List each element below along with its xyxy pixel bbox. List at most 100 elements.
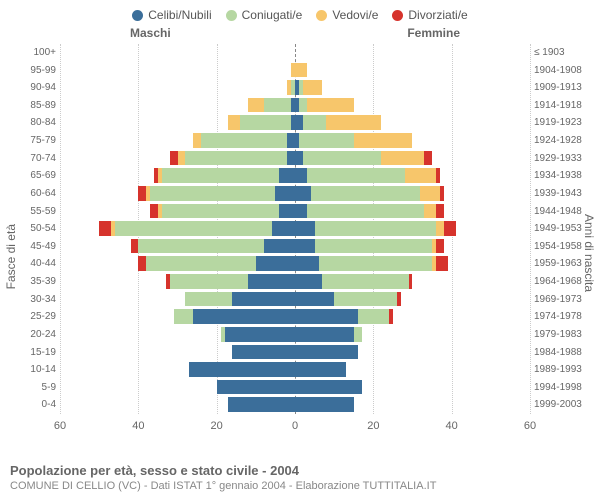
bar-segment (248, 274, 295, 289)
bar-segment (146, 256, 256, 271)
bar-male (150, 204, 295, 219)
age-label: 20-24 (20, 326, 56, 344)
chart-area: Fasce di età Anni di nascita 60402002040… (0, 44, 600, 444)
age-row: 70-741929-1933 (60, 150, 530, 168)
bar-male (170, 151, 295, 166)
bar-segment (295, 239, 315, 254)
bar-female (295, 186, 444, 201)
bar-segment (201, 133, 287, 148)
bar-segment (303, 80, 323, 95)
legend: Celibi/NubiliConiugati/eVedovi/eDivorzia… (0, 0, 600, 26)
birth-label: 1979-1983 (534, 326, 592, 344)
bar-segment (295, 168, 307, 183)
bar-female (295, 63, 307, 78)
bar-segment (225, 327, 296, 342)
bar-female (295, 204, 444, 219)
age-label: 50-54 (20, 220, 56, 238)
bar-female (295, 80, 322, 95)
age-label: 40-44 (20, 255, 56, 273)
footer-sub: COMUNE DI CELLIO (VC) - Dati ISTAT 1° ge… (10, 480, 436, 492)
bar-segment (409, 274, 413, 289)
age-row: 80-841919-1923 (60, 114, 530, 132)
bar-segment (162, 168, 280, 183)
bar-segment (240, 115, 291, 130)
bar-segment (217, 380, 295, 395)
bar-segment (228, 115, 240, 130)
bar-segment (436, 256, 448, 271)
age-label: 10-14 (20, 361, 56, 379)
age-row: 60-641939-1943 (60, 185, 530, 203)
age-label: 95-99 (20, 62, 56, 80)
bar-male (228, 397, 295, 412)
birth-label: 1999-2003 (534, 396, 592, 414)
bar-segment (193, 133, 201, 148)
birth-label: 1969-1973 (534, 291, 592, 309)
birth-label: 1939-1943 (534, 185, 592, 203)
bar-segment (138, 239, 263, 254)
bar-male (232, 345, 295, 360)
age-row: 10-141989-1993 (60, 361, 530, 379)
age-row: 50-541949-1953 (60, 220, 530, 238)
bar-segment (307, 204, 425, 219)
age-label: 35-39 (20, 273, 56, 291)
legend-item: Divorziati/e (392, 8, 467, 22)
bar-male (228, 115, 295, 130)
bar-segment (322, 274, 408, 289)
bar-female (295, 362, 346, 377)
bar-segment (275, 186, 295, 201)
bar-segment (303, 151, 381, 166)
bar-female (295, 133, 412, 148)
x-tick-label: 20 (367, 420, 379, 432)
bar-female (295, 239, 444, 254)
bar-segment (436, 168, 440, 183)
age-row: 20-241979-1983 (60, 326, 530, 344)
birth-label: 1909-1913 (534, 79, 592, 97)
age-label: 45-49 (20, 238, 56, 256)
birth-label: 1954-1958 (534, 238, 592, 256)
bar-segment (311, 186, 421, 201)
bar-segment (436, 221, 444, 236)
age-row: 40-441959-1963 (60, 255, 530, 273)
bar-segment (162, 204, 280, 219)
age-row: 90-941909-1913 (60, 79, 530, 97)
bar-male (189, 362, 295, 377)
bar-segment (295, 380, 362, 395)
bar-female (295, 221, 456, 236)
header-female: Femmine (407, 26, 460, 40)
bar-segment (420, 186, 440, 201)
bar-segment (295, 345, 358, 360)
birth-label: 1974-1978 (534, 308, 592, 326)
bar-segment (99, 221, 111, 236)
bar-segment (228, 397, 295, 412)
age-row: 100+≤ 1903 (60, 44, 530, 62)
x-tick-label: 60 (524, 420, 536, 432)
x-tick-label: 40 (446, 420, 458, 432)
bar-segment (381, 151, 424, 166)
birth-label: 1959-1963 (534, 255, 592, 273)
bar-segment (444, 221, 456, 236)
birth-label: 1984-1988 (534, 344, 592, 362)
bar-segment (440, 186, 444, 201)
bar-male (248, 98, 295, 113)
legend-label: Coniugati/e (242, 8, 303, 22)
bar-male (138, 256, 295, 271)
age-label: 75-79 (20, 132, 56, 150)
bar-segment (295, 115, 303, 130)
bar-segment (295, 186, 311, 201)
bar-segment (436, 239, 444, 254)
bar-segment (307, 168, 405, 183)
bar-segment (299, 98, 307, 113)
bar-male (166, 274, 295, 289)
age-row: 25-291974-1978 (60, 308, 530, 326)
age-label: 25-29 (20, 308, 56, 326)
birth-label: 1964-1968 (534, 273, 592, 291)
birth-label: 1919-1923 (534, 114, 592, 132)
age-label: 55-59 (20, 203, 56, 221)
bar-segment (295, 151, 303, 166)
bar-segment (185, 151, 287, 166)
bar-female (295, 115, 381, 130)
bar-segment (397, 292, 401, 307)
bar-segment (295, 327, 354, 342)
bar-female (295, 327, 362, 342)
age-label: 0-4 (20, 396, 56, 414)
